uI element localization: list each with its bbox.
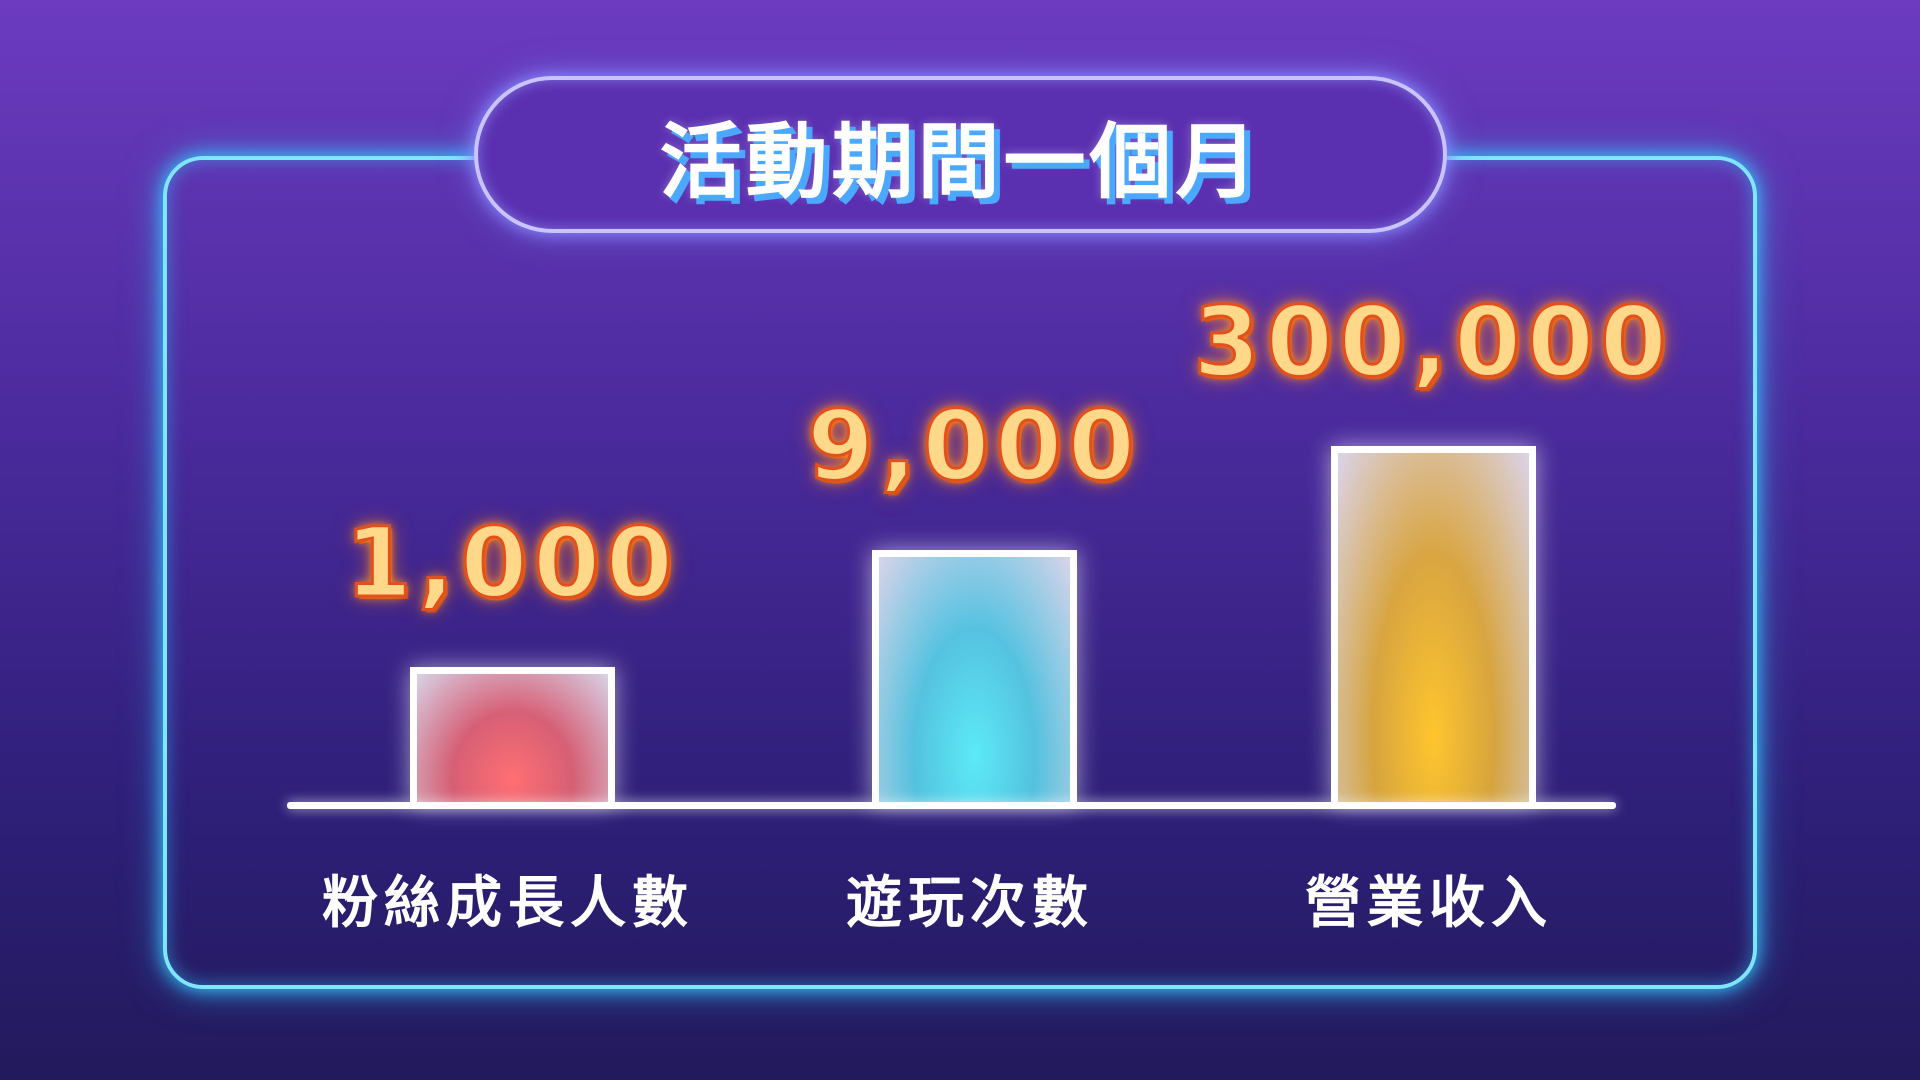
category-label-0: 粉絲成長人數 [322, 871, 694, 936]
bar-1 [872, 550, 1077, 805]
chart-title: 活動期間一個月 [659, 115, 1262, 210]
data-label-0: 1,000 [344, 506, 679, 621]
data-label-1: 9,000 [806, 389, 1141, 504]
x-axis-line [287, 802, 1616, 809]
category-label-1: 遊玩次數 [846, 871, 1094, 936]
data-label-2: 300,000 [1192, 285, 1673, 400]
category-label-2: 營業收入 [1305, 871, 1553, 936]
bar-2 [1331, 446, 1536, 805]
title-banner: 活動期間一個月 [474, 76, 1447, 233]
bar-0 [410, 667, 615, 805]
